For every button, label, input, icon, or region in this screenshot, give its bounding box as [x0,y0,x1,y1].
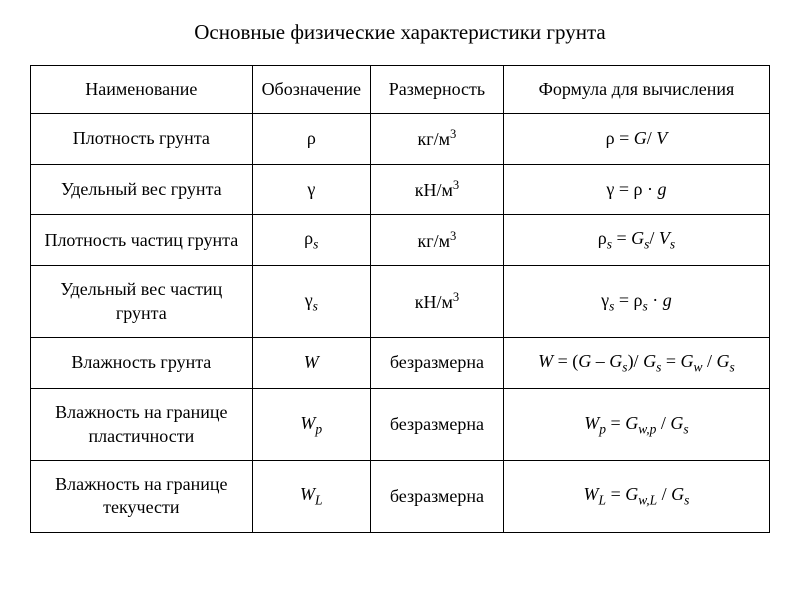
col-header-symbol: Обозначение [252,66,370,114]
cell-symbol: ρ [252,114,370,164]
cell-name: Влажность на границе текучести [31,461,253,533]
cell-dimension: кг/м3 [370,215,503,266]
cell-dimension: кН/м3 [370,266,503,338]
cell-dimension: безразмерна [370,461,503,533]
cell-dimension: кН/м3 [370,164,503,214]
cell-dimension: безразмерна [370,389,503,461]
col-header-formula: Формула для вычисления [503,66,769,114]
cell-formula: W = (G – Gs)/ Gs = Gw / Gs [503,338,769,389]
table-row: Плотность грунта ρ кг/м3 ρ = G/ V [31,114,770,164]
cell-name: Удельный вес грунта [31,164,253,214]
cell-formula: ρ = G/ V [503,114,769,164]
cell-name: Плотность частиц грунта [31,215,253,266]
cell-dimension: кг/м3 [370,114,503,164]
cell-name: Влажность грунта [31,338,253,389]
table-row: Влажность на границе пластичности Wp без… [31,389,770,461]
cell-symbol: WL [252,461,370,533]
col-header-name: Наименование [31,66,253,114]
table-row: Влажность на границе текучести WL безраз… [31,461,770,533]
cell-symbol: ρs [252,215,370,266]
col-header-dimension: Размерность [370,66,503,114]
page-title: Основные физические характеристики грунт… [30,20,770,45]
cell-formula: ρs = Gs/ Vs [503,215,769,266]
table-row: Влажность грунта W безразмерна W = (G – … [31,338,770,389]
cell-symbol: γs [252,266,370,338]
cell-formula: WL = Gw,L / Gs [503,461,769,533]
cell-symbol: W [252,338,370,389]
cell-name: Влажность на границе пластичности [31,389,253,461]
table-row: Удельный вес грунта γ кН/м3 γ = ρ · g [31,164,770,214]
cell-symbol: Wp [252,389,370,461]
table-header-row: Наименование Обозначение Размерность Фор… [31,66,770,114]
cell-formula: γ = ρ · g [503,164,769,214]
cell-dimension: безразмерна [370,338,503,389]
cell-name: Удельный вес частиц грунта [31,266,253,338]
table-row: Удельный вес частиц грунта γs кН/м3 γs =… [31,266,770,338]
cell-formula: γs = ρs · g [503,266,769,338]
cell-formula: Wp = Gw,p / Gs [503,389,769,461]
cell-name: Плотность грунта [31,114,253,164]
cell-symbol: γ [252,164,370,214]
properties-table: Наименование Обозначение Размерность Фор… [30,65,770,533]
table-row: Плотность частиц грунта ρs кг/м3 ρs = Gs… [31,215,770,266]
